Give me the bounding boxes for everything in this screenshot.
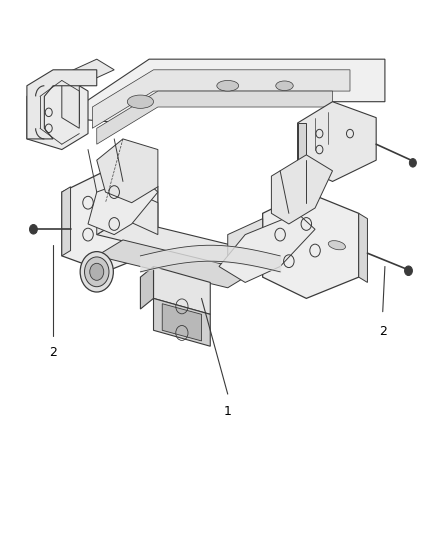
- Polygon shape: [97, 240, 254, 288]
- Polygon shape: [97, 219, 254, 266]
- Polygon shape: [97, 139, 158, 203]
- Text: 2: 2: [379, 325, 387, 338]
- Polygon shape: [27, 75, 88, 150]
- Polygon shape: [297, 102, 376, 181]
- Circle shape: [405, 266, 413, 276]
- Polygon shape: [88, 176, 158, 235]
- Circle shape: [410, 159, 417, 167]
- Polygon shape: [263, 192, 359, 298]
- Polygon shape: [62, 59, 114, 128]
- Ellipse shape: [217, 80, 239, 91]
- Polygon shape: [141, 266, 153, 309]
- Ellipse shape: [276, 81, 293, 91]
- Text: 1: 1: [224, 405, 232, 418]
- Circle shape: [85, 257, 109, 287]
- Circle shape: [80, 252, 113, 292]
- Polygon shape: [228, 219, 263, 266]
- Polygon shape: [27, 70, 97, 139]
- Circle shape: [29, 224, 37, 234]
- Polygon shape: [219, 213, 315, 282]
- Polygon shape: [153, 266, 210, 314]
- Polygon shape: [97, 187, 158, 235]
- Polygon shape: [272, 155, 332, 224]
- Ellipse shape: [127, 95, 153, 108]
- Circle shape: [90, 263, 104, 280]
- Polygon shape: [62, 171, 158, 272]
- Polygon shape: [359, 213, 367, 282]
- Polygon shape: [297, 123, 306, 165]
- Polygon shape: [62, 187, 71, 256]
- Polygon shape: [97, 91, 332, 144]
- Polygon shape: [153, 298, 210, 346]
- Polygon shape: [62, 59, 385, 123]
- Polygon shape: [92, 70, 350, 128]
- Ellipse shape: [328, 241, 346, 250]
- Text: 2: 2: [49, 346, 57, 359]
- Polygon shape: [162, 304, 201, 341]
